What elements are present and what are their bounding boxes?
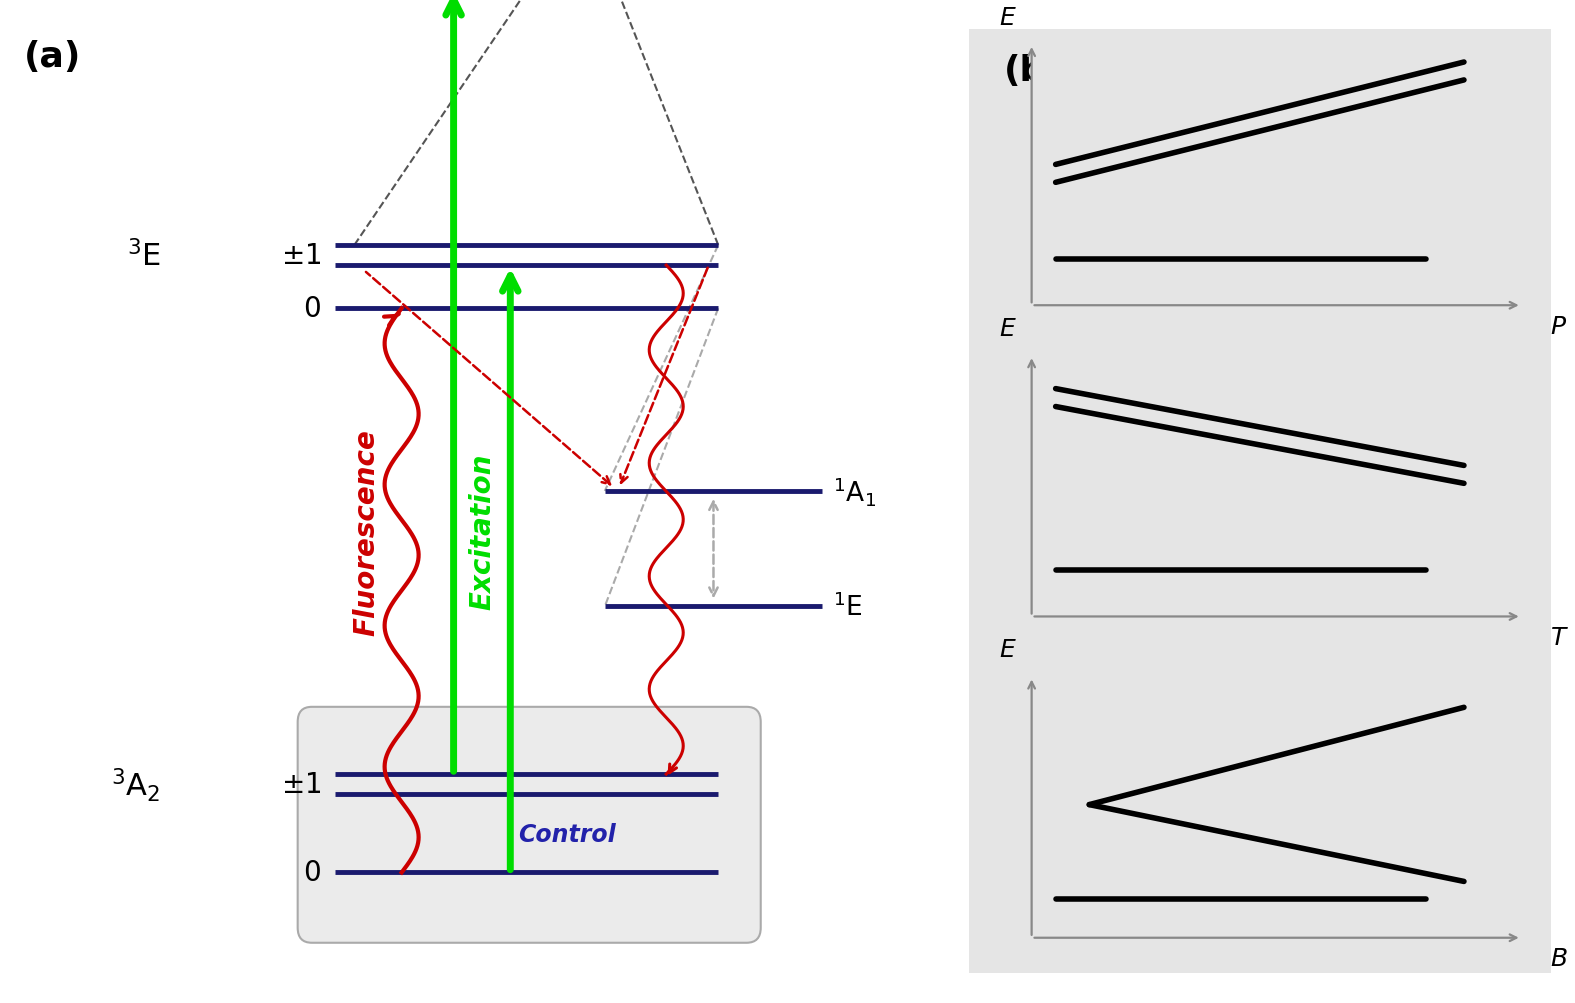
Text: Fluorescence: Fluorescence (353, 428, 381, 635)
Text: $^3$E: $^3$E (126, 240, 161, 272)
Text: (a): (a) (24, 40, 80, 74)
Text: $E$: $E$ (999, 317, 1016, 341)
FancyBboxPatch shape (951, 2, 1569, 1001)
Text: $E$: $E$ (999, 6, 1016, 30)
Text: $T$: $T$ (1550, 625, 1569, 649)
Text: $B$: $B$ (1550, 946, 1569, 970)
Text: $P$: $P$ (1550, 314, 1567, 338)
Text: $^1$E: $^1$E (833, 593, 863, 621)
FancyBboxPatch shape (298, 707, 761, 943)
Text: 0: 0 (304, 859, 321, 887)
Text: $^3$A$_2$: $^3$A$_2$ (112, 765, 161, 803)
Text: (b): (b) (1003, 53, 1063, 87)
Text: $\pm$1: $\pm$1 (280, 770, 321, 798)
Text: 0: 0 (304, 295, 321, 323)
Text: Excitation: Excitation (468, 453, 496, 610)
Text: Control: Control (518, 822, 616, 847)
Text: $^1$A$_1$: $^1$A$_1$ (833, 475, 877, 508)
Text: $E$: $E$ (999, 638, 1016, 662)
Text: $\pm$1: $\pm$1 (280, 242, 321, 270)
